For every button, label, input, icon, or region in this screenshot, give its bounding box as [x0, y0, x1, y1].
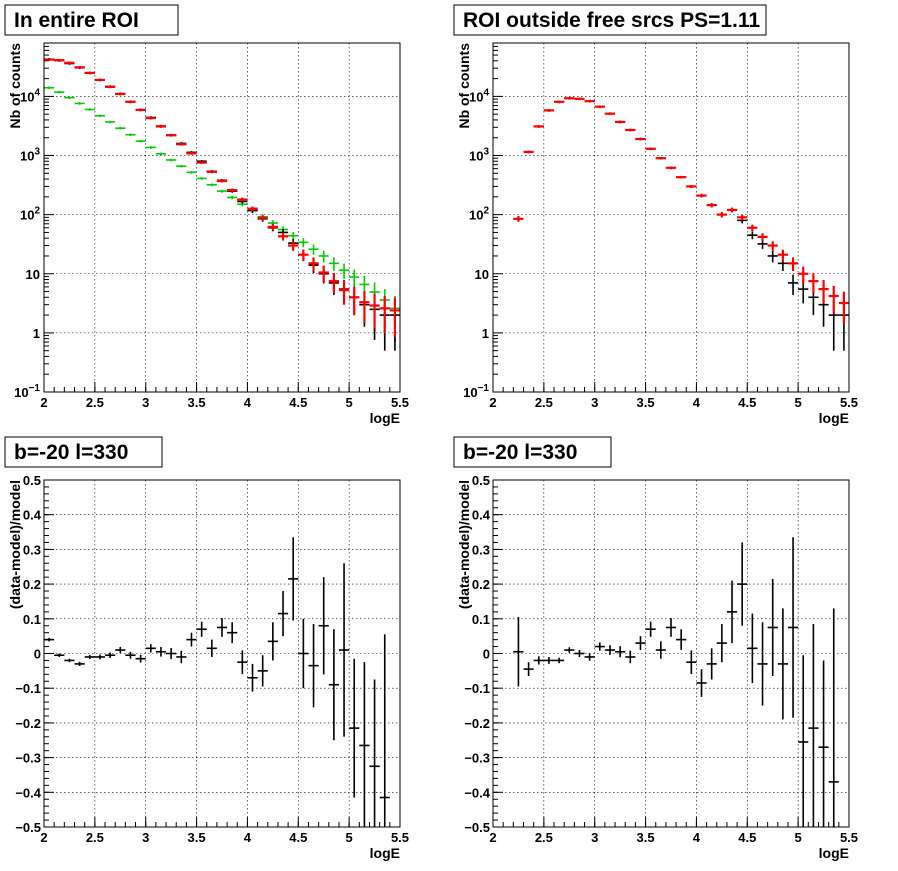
panel-title: b=-20 l=330 [14, 441, 128, 464]
x-tick-label: 4 [693, 395, 701, 410]
y-axis-title: (data-model)/model [7, 480, 23, 609]
chart-panel-4: 2 2.5 3 3.5 4 4.5 5 5.5 −0.5 −0.4 −0.3 −0.2 −0.1 0 0.1… [453, 436, 858, 861]
series-2 [44, 58, 400, 343]
x-tick-label: 5.5 [840, 395, 858, 410]
y-tick-label: −0.1 [15, 681, 41, 696]
x-tick-label: 4.5 [289, 830, 307, 845]
y-tick-label: −0.2 [464, 716, 490, 731]
x-tick-label: 3.5 [637, 830, 655, 845]
y-tick-label: −0.5 [464, 820, 490, 835]
panel-title-box [4, 436, 163, 468]
series-1 [44, 86, 400, 338]
y-tick-label: −0.4 [15, 785, 41, 800]
x-axis-title: logE [370, 845, 400, 861]
x-tick-label: 2.5 [535, 395, 553, 410]
series-1 [513, 97, 849, 351]
x-tick-label: 4.5 [738, 395, 756, 410]
y-axis-title: Nb of counts [456, 43, 472, 129]
x-tick-label: 2 [40, 395, 47, 410]
x-tick-label: 2 [489, 830, 496, 845]
y-tick-label: 10 [26, 267, 40, 282]
y-tick-label: 103 [20, 147, 40, 164]
y-axis-title: (data-model)/model [456, 480, 472, 609]
y-tick-label: −0.4 [464, 785, 490, 800]
x-tick-label: 3.5 [188, 830, 206, 845]
x-tick-label: 2 [489, 395, 496, 410]
y-tick-label: −0.3 [15, 751, 41, 766]
y-tick-label: −0.1 [464, 681, 490, 696]
x-tick-label: 5.5 [391, 830, 409, 845]
y-tick-label: 104 [469, 87, 489, 104]
y-tick-label: 0 [483, 647, 490, 662]
x-axis-title: logE [819, 845, 849, 861]
series-2 [513, 97, 849, 325]
x-tick-label: 3 [142, 830, 149, 845]
y-tick-label: 10−1 [463, 383, 489, 400]
y-tick-label: 0.2 [472, 577, 490, 592]
x-tick-label: 5.5 [840, 830, 858, 845]
y-axis-title: Nb of counts [7, 43, 23, 129]
x-tick-label: 5 [795, 830, 802, 845]
x-tick-label: 2.5 [535, 830, 553, 845]
x-tick-label: 2.5 [86, 395, 104, 410]
x-tick-label: 4.5 [289, 395, 307, 410]
x-tick-label: 4 [693, 830, 701, 845]
y-tick-label: 1 [482, 326, 489, 341]
x-tick-label: 5 [795, 395, 802, 410]
x-axis-title: logE [370, 410, 400, 426]
y-tick-label: −0.3 [464, 751, 490, 766]
x-tick-label: 5 [346, 830, 353, 845]
y-tick-label: 10 [475, 267, 489, 282]
y-tick-label: 0.3 [23, 542, 41, 557]
chart-panel-3: 2 2.5 3 3.5 4 4.5 5 5.5 −0.5 −0.4 −0.3 −0.2 −0.1 0 0.1… [4, 436, 409, 861]
x-tick-label: 4.5 [738, 830, 756, 845]
x-tick-label: 3 [142, 395, 149, 410]
y-tick-label: 0.3 [472, 542, 490, 557]
x-tick-label: 3.5 [188, 395, 206, 410]
plot-frame [492, 42, 850, 393]
chart-panel-2: 2 2.5 3 3.5 4 4.5 5 5.5 10−1 1 10 102 103 104 logE Nb o… [453, 4, 858, 426]
y-tick-label: 10−1 [14, 383, 40, 400]
x-tick-label: 4 [244, 830, 252, 845]
panel-title: In entire ROI [14, 9, 139, 32]
y-tick-label: 0.5 [472, 473, 490, 488]
y-tick-label: 0.4 [472, 508, 491, 523]
y-tick-label: −0.2 [15, 716, 41, 731]
panel-title: b=-20 l=330 [463, 441, 577, 464]
x-tick-label: 5.5 [391, 395, 409, 410]
x-axis-title: logE [819, 410, 849, 426]
series-4 [44, 58, 400, 338]
y-tick-label: 0 [34, 647, 41, 662]
x-tick-label: 3 [591, 395, 598, 410]
panel-title-box [4, 4, 179, 36]
x-tick-label: 3.5 [637, 395, 655, 410]
y-tick-label: 102 [20, 206, 40, 223]
y-tick-label: 103 [469, 147, 489, 164]
y-tick-label: 0.2 [23, 577, 41, 592]
chart-panel-1: 2 2.5 3 3.5 4 4.5 5 5.5 10−1 1 10 102 103 104 logE Nb o… [4, 4, 409, 426]
y-tick-label: 0.5 [23, 473, 41, 488]
series-3 [44, 57, 400, 351]
y-tick-label: 104 [20, 87, 40, 104]
y-tick-label: −0.5 [15, 820, 41, 835]
y-tick-label: 0.1 [472, 612, 490, 627]
x-tick-label: 2.5 [86, 830, 104, 845]
x-tick-label: 5 [346, 395, 353, 410]
plot-frame [43, 42, 401, 393]
panel-title-box [453, 436, 612, 468]
x-tick-label: 4 [244, 395, 252, 410]
panel-title-box [453, 4, 767, 36]
plot-frame [492, 479, 850, 828]
x-tick-label: 3 [591, 830, 598, 845]
y-tick-label: 102 [469, 206, 489, 223]
series-1 [513, 537, 839, 827]
plot-frame [43, 479, 401, 828]
y-tick-label: 1 [33, 326, 40, 341]
y-tick-label: 0.4 [23, 508, 42, 523]
series-1 [44, 537, 390, 827]
y-tick-label: 0.1 [23, 612, 41, 627]
panel-title: ROI outside free srcs PS=1.11 [463, 9, 760, 32]
x-tick-label: 2 [40, 830, 47, 845]
